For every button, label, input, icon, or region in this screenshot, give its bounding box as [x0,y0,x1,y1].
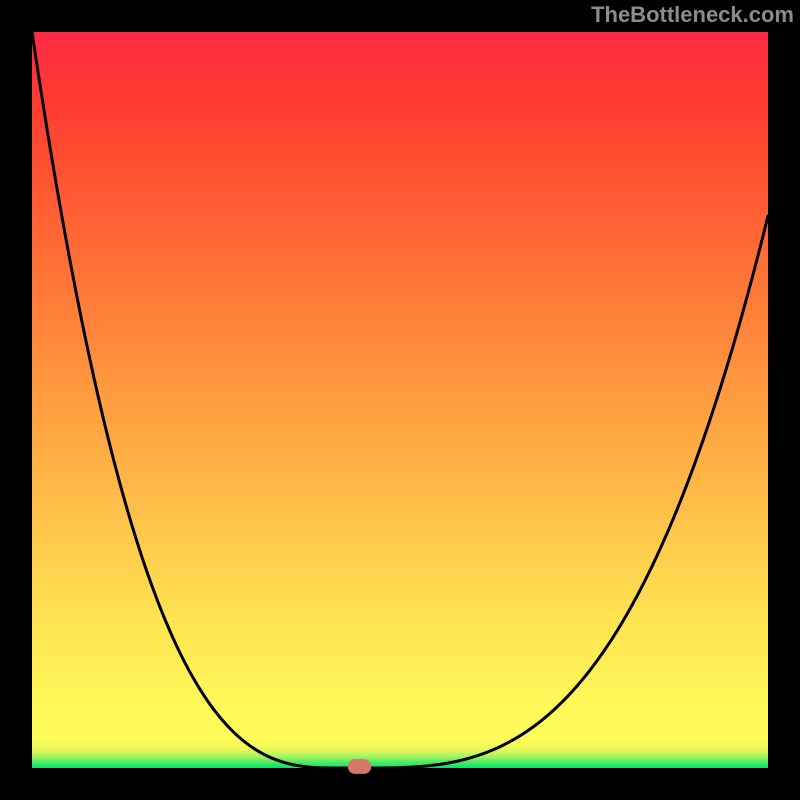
watermark-text: TheBottleneck.com [591,2,794,28]
optimum-marker [348,759,372,774]
plot-background [32,32,768,768]
chart-frame: { "watermark": { "text": "TheBottleneck.… [0,0,800,800]
bottleneck-chart [0,0,800,800]
